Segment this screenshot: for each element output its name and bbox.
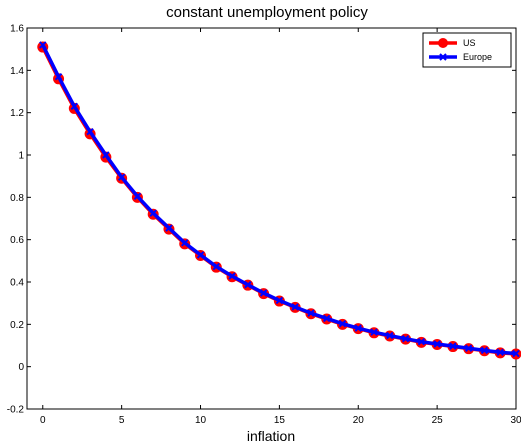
data-point-europe	[133, 192, 142, 200]
data-point-europe	[386, 331, 394, 340]
data-point-europe	[181, 239, 189, 247]
data-point-europe	[449, 342, 457, 350]
x-tick-label: 25	[432, 415, 444, 426]
x-tick-label: 30	[510, 415, 521, 426]
data-point-europe	[228, 272, 236, 280]
legend-box	[422, 32, 512, 68]
y-tick-label: 1.2	[10, 108, 24, 119]
y-tick-label: 1.6	[10, 24, 24, 35]
chart-title: constant unemployment policy	[166, 4, 368, 21]
y-tick-label: 1	[18, 151, 24, 162]
data-point-europe	[338, 319, 347, 328]
x-tick-label: 5	[119, 415, 125, 426]
x-axis-label: inflation	[247, 428, 295, 444]
data-point-europe	[86, 128, 94, 136]
y-axis: -0.2 0 0.2 0.4 0.6 0.8 1 1.2 1.4 1.6	[7, 24, 516, 416]
data-point-europe	[496, 348, 504, 356]
data-point-europe	[117, 173, 126, 181]
data-point-europe	[149, 209, 157, 217]
data-point-europe	[196, 251, 205, 259]
data-point-europe	[39, 41, 47, 49]
legend-marker-europe	[439, 53, 447, 61]
data-point-europe	[102, 151, 110, 159]
data-point-europe	[401, 335, 410, 343]
data-point-europe	[275, 296, 284, 305]
data-point-europe	[370, 328, 378, 336]
data-point-europe	[70, 102, 79, 111]
data-point-europe	[212, 262, 220, 271]
data-point-europe	[323, 314, 331, 323]
data-point-europe	[165, 224, 173, 232]
data-point-europe	[464, 344, 473, 352]
y-tick-label: 0.4	[10, 278, 24, 289]
legend-label-europe: Europe	[463, 52, 492, 62]
data-point-europe	[433, 340, 441, 348]
x-tick-label: 20	[353, 415, 365, 426]
data-point-europe	[54, 72, 63, 81]
plot-area	[26, 27, 517, 410]
series-layer	[37, 41, 521, 360]
data-point-europe	[480, 346, 489, 355]
data-point-europe	[354, 324, 362, 332]
legend: US Europe	[422, 32, 512, 68]
data-point-europe	[307, 309, 315, 317]
data-point-europe	[244, 281, 252, 289]
y-tick-label: 0	[18, 362, 24, 373]
legend-label-us: US	[463, 38, 476, 48]
data-point-europe	[259, 289, 268, 297]
y-tick-label: 0.2	[10, 320, 24, 331]
y-tick-label: 0.6	[10, 235, 24, 246]
x-axis: 0 5 10 15 20 25 30	[40, 28, 521, 426]
x-tick-label: 15	[274, 415, 286, 426]
y-tick-label: 1.4	[10, 66, 24, 77]
x-tick-label: 0	[40, 415, 46, 426]
y-tick-label: 0.8	[10, 193, 24, 204]
legend-marker-us	[438, 38, 448, 48]
x-tick-label: 10	[195, 415, 207, 426]
data-point-europe	[291, 303, 299, 311]
data-point-europe	[417, 337, 426, 346]
data-point-europe	[512, 349, 520, 358]
y-tick-label: -0.2	[7, 405, 25, 416]
